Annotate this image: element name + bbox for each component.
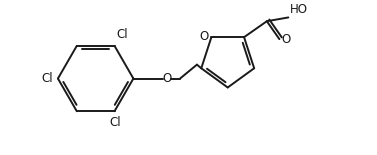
Text: Cl: Cl (116, 28, 128, 41)
Text: O: O (199, 30, 208, 43)
Text: HO: HO (290, 3, 308, 16)
Text: Cl: Cl (110, 116, 121, 129)
Text: O: O (162, 72, 172, 85)
Text: O: O (281, 33, 291, 46)
Text: Cl: Cl (41, 72, 53, 85)
